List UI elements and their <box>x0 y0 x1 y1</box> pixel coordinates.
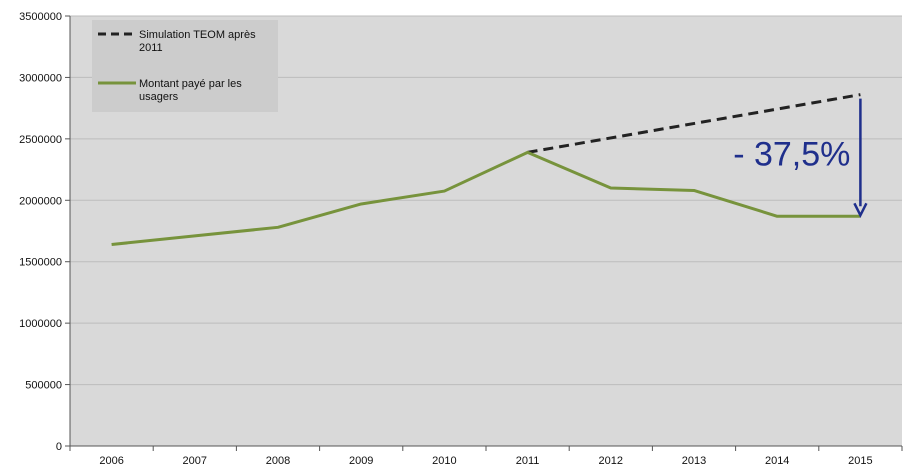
x-tick-label: 2008 <box>266 455 290 467</box>
legend-label: Simulation TEOM après 2011 <box>139 29 256 54</box>
x-tick-label: 2013 <box>682 455 706 467</box>
x-tick-label: 2014 <box>765 455 789 467</box>
gridlines <box>70 15 902 386</box>
y-tick-label: 0 <box>56 441 62 453</box>
y-tick-label: 500000 <box>25 380 62 392</box>
x-tick-label: 2012 <box>599 455 623 467</box>
x-tick-label: 2015 <box>848 455 872 467</box>
legend: Simulation TEOM après 2011 Montant payé pa… <box>92 20 278 112</box>
legend-box <box>92 20 278 112</box>
annotation-label: - 37,5% <box>733 135 850 173</box>
y-tick-label: 1500000 <box>19 257 62 269</box>
x-tick-label: 2011 <box>516 455 540 467</box>
y-tick-label: 3000000 <box>19 72 62 84</box>
series-line-montant <box>111 150 861 247</box>
y-tick-label: 1000000 <box>19 318 62 330</box>
x-tick-label: 2010 <box>432 455 456 467</box>
y-tick-label: 3500000 <box>19 11 62 23</box>
x-tick-label: 2009 <box>349 455 373 467</box>
x-tick-label: 2006 <box>99 455 123 467</box>
x-tick-label: 2007 <box>183 455 207 467</box>
reduction-annotation: - 37,5% <box>733 98 868 219</box>
x-axis-ticks: 2006 2007 2008 2009 2010 2011 2012 2013 2014 2015 <box>69 446 903 467</box>
legend-label: Montant payé par les usagers <box>139 78 242 103</box>
annotation-arrow-head <box>853 202 868 219</box>
axes <box>69 16 902 447</box>
series-line-simulation <box>527 93 861 154</box>
series-lines <box>111 93 861 247</box>
y-tick-label: 2500000 <box>19 134 62 146</box>
y-axis-ticks: 0 500000 1000000 1500000 2000000 2500000 30000… <box>19 11 70 453</box>
y-tick-label: 2000000 <box>19 195 62 207</box>
